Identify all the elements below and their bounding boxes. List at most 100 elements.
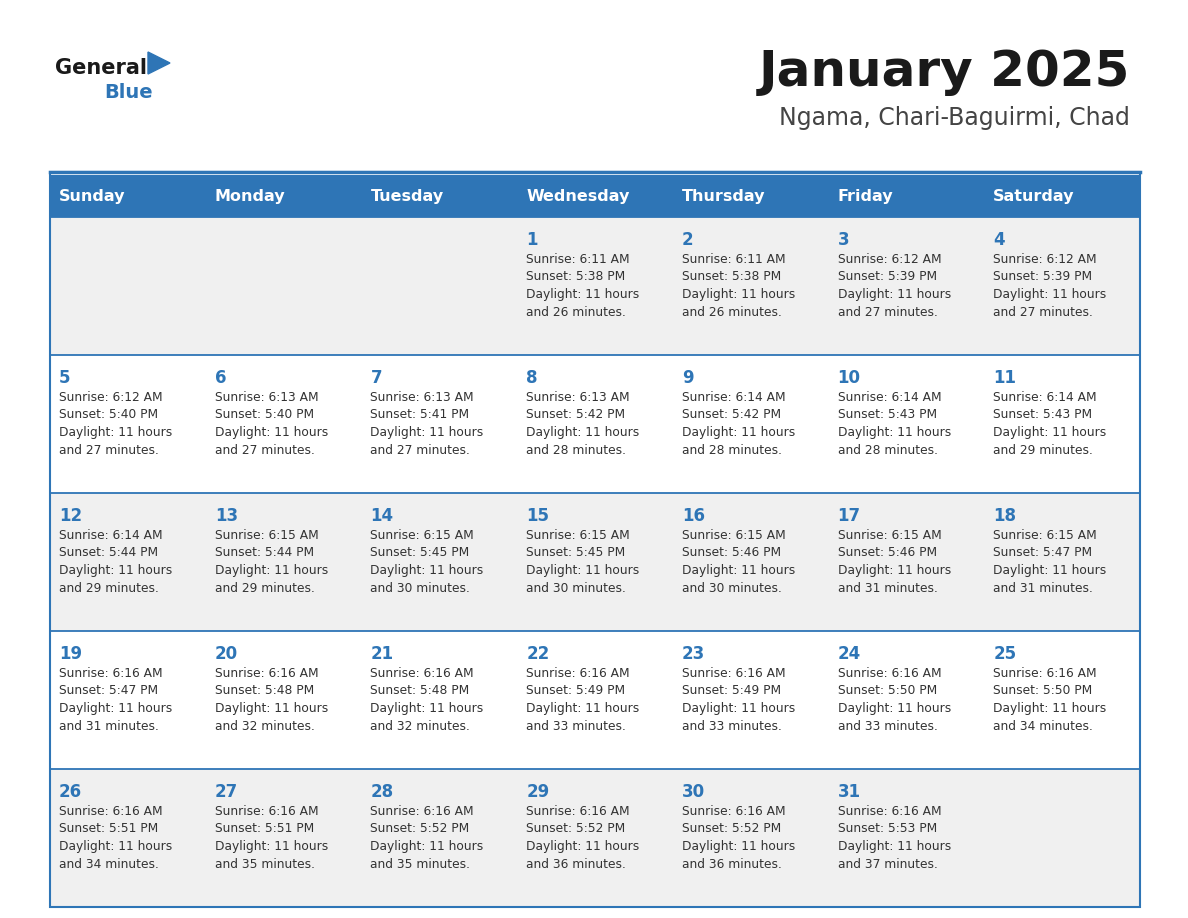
Text: Sunset: 5:40 PM: Sunset: 5:40 PM bbox=[59, 409, 158, 421]
Text: Wednesday: Wednesday bbox=[526, 188, 630, 204]
Text: and 34 minutes.: and 34 minutes. bbox=[59, 857, 159, 870]
Text: and 32 minutes.: and 32 minutes. bbox=[371, 720, 470, 733]
Text: Sunrise: 6:15 AM: Sunrise: 6:15 AM bbox=[993, 529, 1097, 542]
Text: Sunset: 5:39 PM: Sunset: 5:39 PM bbox=[838, 271, 936, 284]
Bar bbox=[672, 175, 828, 217]
Text: Daylight: 11 hours: Daylight: 11 hours bbox=[838, 288, 950, 301]
Text: Daylight: 11 hours: Daylight: 11 hours bbox=[838, 840, 950, 853]
Text: Daylight: 11 hours: Daylight: 11 hours bbox=[526, 702, 639, 715]
Text: Sunset: 5:41 PM: Sunset: 5:41 PM bbox=[371, 409, 469, 421]
Bar bbox=[50, 769, 1140, 907]
Bar bbox=[50, 175, 206, 217]
Text: Daylight: 11 hours: Daylight: 11 hours bbox=[59, 702, 172, 715]
Text: Sunrise: 6:13 AM: Sunrise: 6:13 AM bbox=[215, 391, 318, 404]
Text: Sunset: 5:51 PM: Sunset: 5:51 PM bbox=[215, 823, 314, 835]
Text: and 34 minutes.: and 34 minutes. bbox=[993, 720, 1093, 733]
Text: Sunset: 5:50 PM: Sunset: 5:50 PM bbox=[838, 685, 937, 698]
Bar bbox=[361, 175, 517, 217]
Text: and 31 minutes.: and 31 minutes. bbox=[993, 581, 1093, 595]
Text: 8: 8 bbox=[526, 369, 538, 387]
Text: Sunrise: 6:13 AM: Sunrise: 6:13 AM bbox=[526, 391, 630, 404]
Bar bbox=[517, 175, 672, 217]
Text: 14: 14 bbox=[371, 507, 393, 525]
Text: and 33 minutes.: and 33 minutes. bbox=[838, 720, 937, 733]
Text: Blue: Blue bbox=[105, 84, 152, 103]
Text: Sunrise: 6:15 AM: Sunrise: 6:15 AM bbox=[215, 529, 318, 542]
Text: 26: 26 bbox=[59, 783, 82, 801]
Text: Sunrise: 6:11 AM: Sunrise: 6:11 AM bbox=[682, 253, 785, 266]
Text: and 29 minutes.: and 29 minutes. bbox=[59, 581, 159, 595]
Text: 13: 13 bbox=[215, 507, 238, 525]
Text: Sunset: 5:51 PM: Sunset: 5:51 PM bbox=[59, 823, 158, 835]
Text: 28: 28 bbox=[371, 783, 393, 801]
Text: Daylight: 11 hours: Daylight: 11 hours bbox=[682, 288, 795, 301]
Text: Sunset: 5:49 PM: Sunset: 5:49 PM bbox=[682, 685, 781, 698]
Text: 12: 12 bbox=[59, 507, 82, 525]
Text: and 36 minutes.: and 36 minutes. bbox=[682, 857, 782, 870]
Text: and 28 minutes.: and 28 minutes. bbox=[682, 443, 782, 456]
Text: Sunrise: 6:16 AM: Sunrise: 6:16 AM bbox=[59, 805, 163, 818]
Text: Daylight: 11 hours: Daylight: 11 hours bbox=[993, 288, 1106, 301]
Text: and 27 minutes.: and 27 minutes. bbox=[838, 306, 937, 319]
Text: Sunset: 5:48 PM: Sunset: 5:48 PM bbox=[371, 685, 469, 698]
Text: Sunset: 5:48 PM: Sunset: 5:48 PM bbox=[215, 685, 314, 698]
Text: 3: 3 bbox=[838, 231, 849, 249]
Text: and 26 minutes.: and 26 minutes. bbox=[526, 306, 626, 319]
Text: Sunrise: 6:11 AM: Sunrise: 6:11 AM bbox=[526, 253, 630, 266]
Text: Daylight: 11 hours: Daylight: 11 hours bbox=[993, 426, 1106, 439]
Text: Daylight: 11 hours: Daylight: 11 hours bbox=[59, 840, 172, 853]
Text: and 30 minutes.: and 30 minutes. bbox=[682, 581, 782, 595]
Text: General: General bbox=[55, 58, 147, 78]
Text: 22: 22 bbox=[526, 645, 549, 663]
Text: 24: 24 bbox=[838, 645, 861, 663]
Text: 27: 27 bbox=[215, 783, 238, 801]
Text: Daylight: 11 hours: Daylight: 11 hours bbox=[526, 288, 639, 301]
Text: Sunrise: 6:15 AM: Sunrise: 6:15 AM bbox=[371, 529, 474, 542]
Text: Sunrise: 6:16 AM: Sunrise: 6:16 AM bbox=[526, 805, 630, 818]
Text: and 29 minutes.: and 29 minutes. bbox=[215, 581, 315, 595]
Text: Sunrise: 6:16 AM: Sunrise: 6:16 AM bbox=[838, 805, 941, 818]
Text: Sunrise: 6:12 AM: Sunrise: 6:12 AM bbox=[838, 253, 941, 266]
Text: Sunrise: 6:16 AM: Sunrise: 6:16 AM bbox=[371, 667, 474, 680]
Text: Sunset: 5:52 PM: Sunset: 5:52 PM bbox=[526, 823, 625, 835]
Text: Sunset: 5:43 PM: Sunset: 5:43 PM bbox=[838, 409, 936, 421]
Text: 31: 31 bbox=[838, 783, 860, 801]
Text: 10: 10 bbox=[838, 369, 860, 387]
Text: 11: 11 bbox=[993, 369, 1016, 387]
Text: Sunset: 5:45 PM: Sunset: 5:45 PM bbox=[526, 546, 625, 559]
Text: Daylight: 11 hours: Daylight: 11 hours bbox=[993, 564, 1106, 577]
Bar bbox=[50, 217, 1140, 355]
Text: Daylight: 11 hours: Daylight: 11 hours bbox=[682, 840, 795, 853]
Text: 7: 7 bbox=[371, 369, 383, 387]
Text: Sunrise: 6:16 AM: Sunrise: 6:16 AM bbox=[215, 667, 318, 680]
Text: January 2025: January 2025 bbox=[759, 48, 1130, 96]
Text: Sunset: 5:52 PM: Sunset: 5:52 PM bbox=[682, 823, 781, 835]
Text: Daylight: 11 hours: Daylight: 11 hours bbox=[215, 426, 328, 439]
Text: Monday: Monday bbox=[215, 188, 285, 204]
Text: Daylight: 11 hours: Daylight: 11 hours bbox=[526, 840, 639, 853]
Text: and 27 minutes.: and 27 minutes. bbox=[215, 443, 315, 456]
Text: Sunday: Sunday bbox=[59, 188, 126, 204]
Text: Friday: Friday bbox=[838, 188, 893, 204]
Text: Sunrise: 6:16 AM: Sunrise: 6:16 AM bbox=[526, 667, 630, 680]
Text: and 30 minutes.: and 30 minutes. bbox=[526, 581, 626, 595]
Text: Daylight: 11 hours: Daylight: 11 hours bbox=[371, 426, 484, 439]
Text: 2: 2 bbox=[682, 231, 694, 249]
Text: Sunrise: 6:15 AM: Sunrise: 6:15 AM bbox=[838, 529, 941, 542]
Text: Daylight: 11 hours: Daylight: 11 hours bbox=[371, 702, 484, 715]
Text: and 36 minutes.: and 36 minutes. bbox=[526, 857, 626, 870]
Text: Sunrise: 6:14 AM: Sunrise: 6:14 AM bbox=[993, 391, 1097, 404]
Text: Daylight: 11 hours: Daylight: 11 hours bbox=[59, 564, 172, 577]
Text: Daylight: 11 hours: Daylight: 11 hours bbox=[682, 564, 795, 577]
Text: and 27 minutes.: and 27 minutes. bbox=[59, 443, 159, 456]
Text: and 35 minutes.: and 35 minutes. bbox=[215, 857, 315, 870]
Bar bbox=[50, 172, 1140, 907]
Text: Sunset: 5:45 PM: Sunset: 5:45 PM bbox=[371, 546, 469, 559]
Text: Sunrise: 6:14 AM: Sunrise: 6:14 AM bbox=[59, 529, 163, 542]
Text: Sunset: 5:46 PM: Sunset: 5:46 PM bbox=[682, 546, 781, 559]
Text: Sunset: 5:39 PM: Sunset: 5:39 PM bbox=[993, 271, 1093, 284]
Text: and 27 minutes.: and 27 minutes. bbox=[993, 306, 1093, 319]
Text: Sunrise: 6:16 AM: Sunrise: 6:16 AM bbox=[993, 667, 1097, 680]
Text: 4: 4 bbox=[993, 231, 1005, 249]
Text: and 30 minutes.: and 30 minutes. bbox=[371, 581, 470, 595]
